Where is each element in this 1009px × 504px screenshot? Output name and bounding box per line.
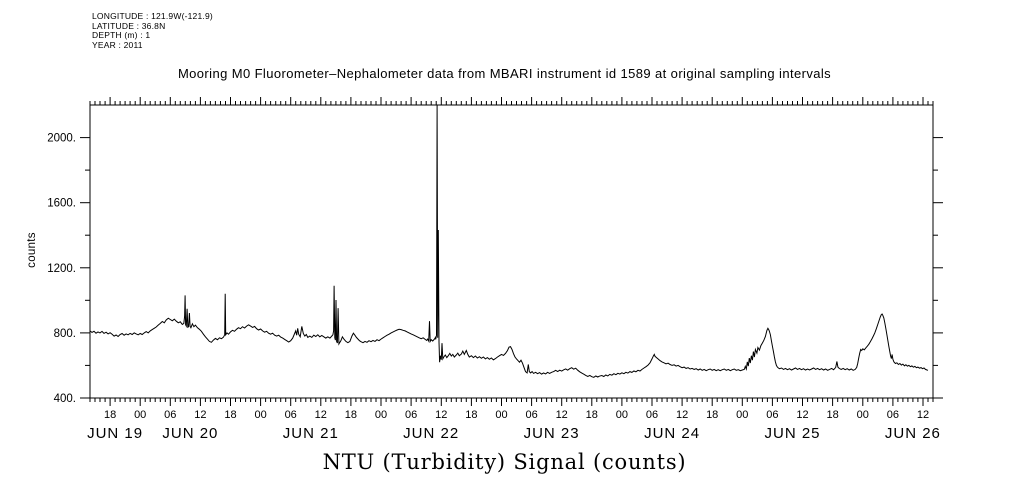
x-hour-label: 12 [556,409,568,421]
x-date-label: JUN 21 [283,425,339,442]
x-hour-label: 18 [345,409,357,421]
x-hour-label: 00 [134,409,146,421]
x-hour-label: 12 [917,409,929,421]
meta-line-year: YEAR : 2011 [92,40,143,51]
x-hour-label: 06 [405,409,417,421]
y-tick-label: 1200. [47,263,76,275]
plot-frame [89,104,934,399]
x-hour-label: 12 [315,409,327,421]
x-hour-label: 12 [435,409,447,421]
x-hour-label: 12 [676,409,688,421]
metadata-block: LONGITUDE : 121.9W(-121.9) LATITUDE : 36… [92,11,213,51]
x-hour-label: 06 [525,409,537,421]
meta-line-depth: DEPTH (m) : 1 [92,30,151,41]
x-date-label: JUN 19 [87,425,143,442]
x-date-label: JUN 20 [162,425,218,442]
x-date-label: JUN 26 [885,425,941,442]
x-hour-label: 06 [285,409,297,421]
x-hour-label: 06 [766,409,778,421]
x-date-label: JUN 24 [644,425,700,442]
plot-title: Mooring M0 Fluorometer–Nephalometer data… [177,66,832,81]
x-hour-label: 18 [465,409,477,421]
x-date-label: JUN 25 [764,425,820,442]
y-tick-label: 400. [54,393,76,405]
x-hour-label: 00 [857,409,869,421]
x-date-label: JUN 22 [403,425,459,442]
x-hour-label: 12 [796,409,808,421]
y-tick-label: 1600. [47,198,76,210]
x-hour-label: 00 [495,409,507,421]
meta-line-latitude: LATITUDE : 36.8N [92,20,166,31]
x-hour-label: 18 [826,409,838,421]
x-hour-label: 00 [736,409,748,421]
x-hour-label: 06 [164,409,176,421]
y-tick-label: 800. [54,328,76,340]
x-hour-label: 00 [254,409,266,421]
meta-line-longitude: LONGITUDE : 121.9W(-121.9) [92,11,213,21]
x-hour-label: 00 [375,409,387,421]
y-tick-label: 2000. [47,133,76,145]
x-hour-label: 18 [586,409,598,421]
x-hour-label: 18 [224,409,236,421]
x-hour-label: 18 [104,409,116,421]
x-hour-label: 18 [706,409,718,421]
x-hour-label: 12 [194,409,206,421]
data-line [90,104,929,378]
x-hour-label: 00 [616,409,628,421]
x-date-label: JUN 23 [524,425,580,442]
x-hour-label: 06 [887,409,899,421]
x-hour-label: 06 [646,409,658,421]
figure-caption: NTU (Turbidity) Signal (counts) [322,450,687,474]
